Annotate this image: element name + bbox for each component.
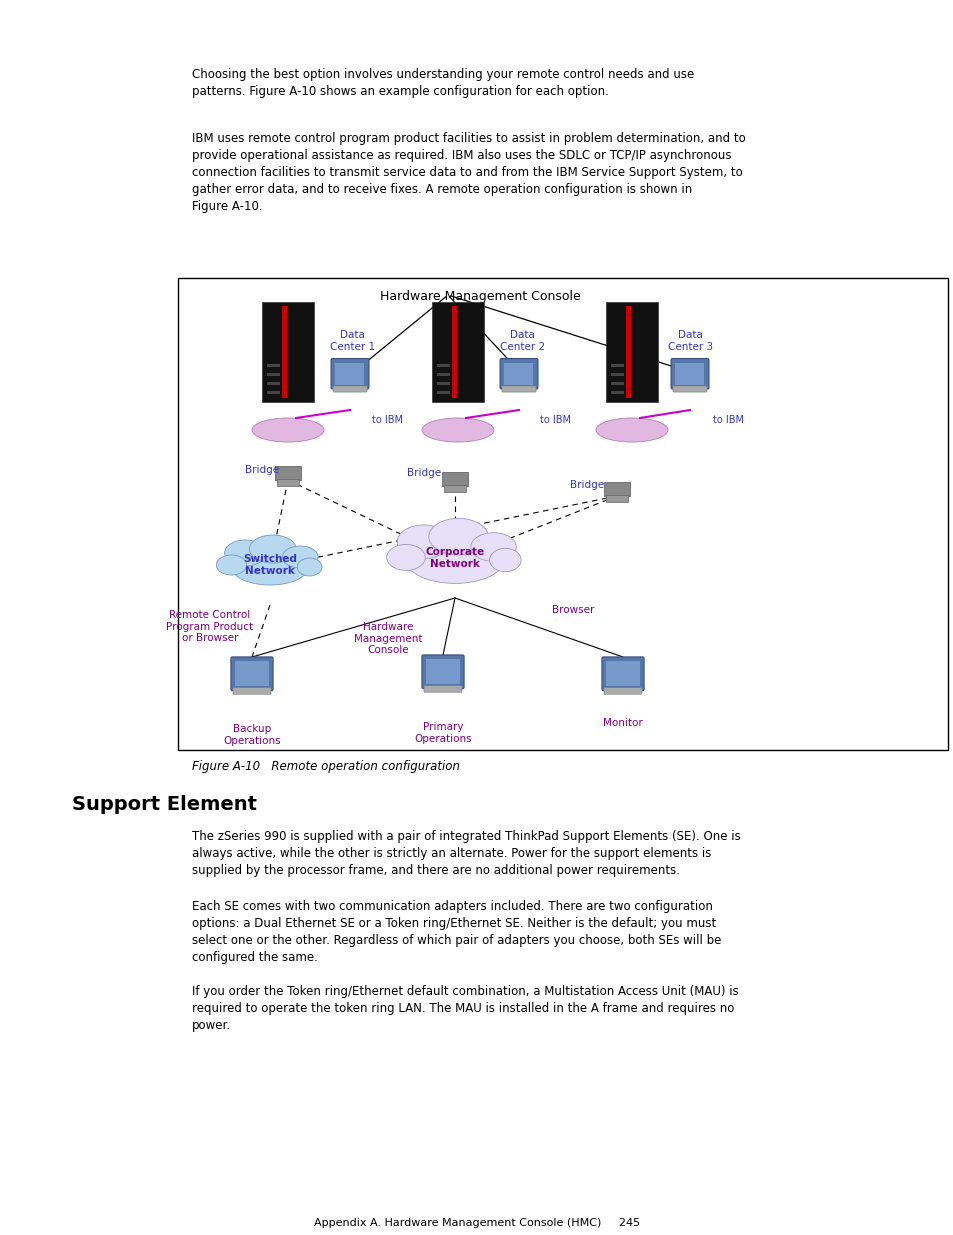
Bar: [452, 306, 456, 398]
Bar: [235, 662, 269, 687]
Ellipse shape: [421, 417, 494, 442]
Bar: [276, 479, 298, 487]
Ellipse shape: [249, 535, 295, 563]
Bar: [267, 382, 280, 385]
Text: The zSeries 990 is supplied with a pair of integrated ThinkPad Support Elements : The zSeries 990 is supplied with a pair …: [192, 830, 740, 877]
Bar: [610, 373, 623, 375]
FancyBboxPatch shape: [603, 688, 641, 694]
Bar: [441, 472, 468, 487]
Text: Bridge: Bridge: [407, 468, 440, 478]
Bar: [625, 306, 630, 398]
Ellipse shape: [252, 417, 324, 442]
Bar: [178, 278, 947, 750]
Bar: [335, 363, 364, 384]
Ellipse shape: [428, 519, 488, 555]
Bar: [432, 303, 483, 403]
Ellipse shape: [297, 558, 321, 576]
Bar: [436, 382, 450, 385]
FancyBboxPatch shape: [501, 387, 536, 391]
Bar: [603, 482, 629, 496]
Text: Remote Control
Program Product
or Browser: Remote Control Program Product or Browse…: [166, 610, 253, 643]
Bar: [281, 306, 287, 398]
Bar: [605, 303, 658, 403]
Ellipse shape: [224, 540, 266, 566]
Bar: [605, 495, 627, 501]
FancyBboxPatch shape: [231, 657, 273, 690]
Bar: [347, 387, 353, 389]
Bar: [274, 466, 301, 480]
Text: Figure A-10   Remote operation configuration: Figure A-10 Remote operation configurati…: [192, 760, 459, 773]
Text: Monitor: Monitor: [602, 718, 642, 727]
Bar: [436, 373, 450, 375]
FancyBboxPatch shape: [233, 688, 271, 694]
FancyBboxPatch shape: [672, 387, 706, 391]
Text: Choosing the best option involves understanding your remote control needs and us: Choosing the best option involves unders…: [192, 68, 694, 98]
Text: Corporate
Network: Corporate Network: [425, 547, 484, 569]
Text: Support Element: Support Element: [71, 795, 256, 814]
Ellipse shape: [282, 546, 317, 568]
FancyBboxPatch shape: [670, 358, 708, 389]
Bar: [436, 391, 450, 394]
Text: Data
Center 2: Data Center 2: [499, 330, 544, 352]
FancyBboxPatch shape: [499, 358, 537, 389]
Text: Backup
Operations: Backup Operations: [223, 724, 280, 746]
Text: Hardware
Management
Console: Hardware Management Console: [354, 622, 422, 656]
Text: Bridge: Bridge: [569, 480, 603, 490]
Bar: [516, 387, 521, 389]
Ellipse shape: [470, 532, 516, 561]
FancyBboxPatch shape: [331, 358, 369, 389]
Bar: [610, 382, 623, 385]
Bar: [439, 685, 446, 689]
FancyBboxPatch shape: [421, 655, 463, 689]
FancyBboxPatch shape: [423, 685, 461, 692]
Text: Appendix A. Hardware Management Console (HMC)     245: Appendix A. Hardware Management Console …: [314, 1218, 639, 1228]
Text: to IBM: to IBM: [372, 415, 402, 425]
Ellipse shape: [386, 545, 425, 571]
Ellipse shape: [396, 525, 449, 558]
Bar: [267, 364, 280, 367]
Bar: [262, 303, 314, 403]
Bar: [610, 391, 623, 394]
Bar: [249, 688, 254, 690]
Bar: [610, 364, 623, 367]
Text: Primary
Operations: Primary Operations: [414, 722, 472, 743]
FancyBboxPatch shape: [601, 657, 643, 690]
Bar: [675, 363, 703, 384]
Bar: [504, 363, 533, 384]
Bar: [606, 662, 639, 687]
Bar: [267, 373, 280, 375]
Text: Hardware Management Console: Hardware Management Console: [379, 290, 579, 303]
Text: Switched
Network: Switched Network: [243, 555, 296, 576]
Ellipse shape: [596, 417, 667, 442]
Ellipse shape: [489, 548, 520, 572]
Ellipse shape: [216, 555, 247, 576]
Text: Browser: Browser: [551, 605, 594, 615]
Bar: [267, 391, 280, 394]
Ellipse shape: [232, 550, 308, 585]
Text: to IBM: to IBM: [712, 415, 743, 425]
Bar: [436, 364, 450, 367]
Text: If you order the Token ring/Ethernet default combination, a Multistation Access : If you order the Token ring/Ethernet def…: [192, 986, 738, 1032]
Text: Data
Center 1: Data Center 1: [330, 330, 375, 352]
Text: to IBM: to IBM: [539, 415, 571, 425]
Text: Each SE comes with two communication adapters included. There are two configurat: Each SE comes with two communication ada…: [192, 900, 720, 965]
Bar: [443, 485, 465, 492]
Ellipse shape: [406, 536, 503, 583]
Text: Data
Center 3: Data Center 3: [667, 330, 713, 352]
Bar: [686, 387, 692, 389]
Bar: [619, 688, 625, 690]
Text: IBM uses remote control program product facilities to assist in problem determin: IBM uses remote control program product …: [192, 132, 745, 212]
Text: Bridge: Bridge: [245, 466, 279, 475]
FancyBboxPatch shape: [333, 387, 367, 391]
Bar: [426, 659, 459, 684]
